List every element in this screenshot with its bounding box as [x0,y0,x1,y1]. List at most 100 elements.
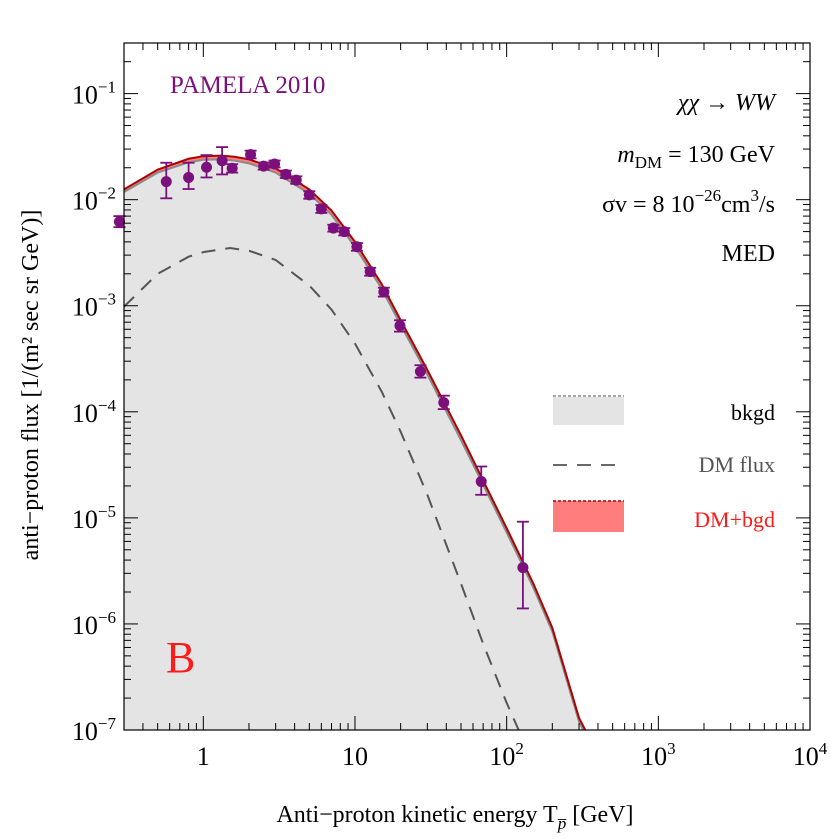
y-tick-label: 10−6 [72,608,116,640]
legend-label-dm-bgd: DM+bgd [694,507,775,532]
y-tick-label-exponent: −7 [98,714,117,733]
data-point-0 [113,215,126,229]
data-marker [290,174,302,186]
y-tick-label-base: 10 [72,505,98,534]
data-point-6 [244,149,257,161]
data-point-22 [516,520,529,610]
x-tick-label-exponent: 3 [667,739,676,758]
data-point-17 [377,286,390,298]
y-tick-label-exponent: −4 [98,396,117,415]
data-marker [280,168,292,180]
data-marker [327,222,339,234]
y-tick-label-base: 10 [72,399,98,428]
xsec-unit: cm [721,192,751,218]
data-marker [475,476,487,488]
y-tick-label-exponent: −6 [98,608,116,627]
line-dm-flux [124,247,520,730]
data-marker [438,397,450,409]
data-marker [303,189,315,201]
data-marker [269,158,281,170]
data-marker [414,365,426,377]
data-point-19 [414,364,427,379]
data-point-15 [350,241,363,253]
y-tick-label-exponent: −2 [98,184,116,203]
mass-value: = 130 GeV [662,142,776,168]
x-axis-title-sub: p̅ [557,814,567,833]
data-point-18 [393,319,406,333]
data-marker [517,562,529,574]
x-tick-label: 10 [342,742,368,771]
bands-layer [124,155,586,730]
data-marker [183,171,195,183]
data-marker [160,176,172,188]
data-point-21 [475,465,488,496]
data-point-13 [327,222,340,234]
x-tick-label-exponent: 2 [515,739,524,758]
y-tick-label: 10−1 [72,78,116,110]
data-point-14 [338,226,351,238]
y-tick-label-exponent: −3 [98,290,116,309]
legend: bkgd DM flux DM+bgd [553,395,775,532]
data-marker [364,266,376,278]
xsec-label: σv = 8 10 [602,192,694,218]
panel-label: B [166,633,195,682]
data-marker [338,226,350,238]
xsec-exponent: −26 [695,186,722,205]
y-tick-label: 10−3 [72,290,116,322]
xsec-tail: /s [759,192,775,218]
data-point-7 [257,160,270,172]
y-tick-label-exponent: −1 [98,78,116,97]
data-marker [315,203,327,215]
data-point-10 [290,174,303,186]
x-tick-label: 103 [641,739,676,771]
legend-label-dm-flux: DM flux [699,452,775,477]
data-point-5 [226,162,239,174]
legend-swatch-dm-bgd [553,501,624,532]
y-tick-label-base: 10 [72,717,98,746]
y-tick-label: 10−5 [72,502,116,534]
process-annotation: χχ → WW [676,90,777,116]
band-bkgd [124,159,584,730]
mass-annotation: mDM = 130 GeV [617,142,775,172]
data-point-1 [160,161,173,200]
x-axis-title-main: Anti−proton kinetic energy T [276,802,558,828]
x-tick-label-base: 10 [641,742,667,771]
data-marker [351,241,363,253]
y-tick-label-base: 10 [72,611,98,640]
data-marker [113,216,125,228]
x-tick-label-exponent: 4 [819,739,828,758]
data-label: PAMELA 2010 [170,72,325,99]
plot-frame [123,42,811,731]
y-tick-label-base: 10 [72,293,98,322]
data-point-12 [315,203,328,215]
x-tick-label: 104 [793,739,828,771]
y-tick-label: 10−2 [72,184,116,216]
x-axis-title: Anti−proton kinetic energy Tp̅ [GeV] [276,802,633,833]
data-marker [245,149,257,161]
x-axis-title-unit: [GeV] [566,802,633,828]
legend-label-bkgd: bkgd [731,400,775,425]
model-annotation: MED [722,241,775,267]
data-point-16 [364,266,377,278]
x-tick-label: 1 [197,742,210,771]
data-point-11 [303,189,316,201]
data-marker [378,286,390,298]
mass-symbol: m [617,142,634,168]
data-point-20 [437,394,450,411]
y-tick-label-base: 10 [72,187,98,216]
data-marker [226,162,238,174]
data-point-8 [268,158,281,170]
data-point-9 [279,168,292,180]
x-tick-label-base: 10 [793,742,819,771]
y-tick-label: 10−4 [72,396,117,428]
legend-swatch-bkgd [553,397,624,425]
data-marker [216,155,228,167]
mass-subscript: DM [635,153,662,172]
data-marker [258,160,270,172]
data-points-layer [113,146,529,610]
y-axis-title: anti−proton flux [1/(m² sec sr GeV)] [18,210,44,561]
data-point-4 [216,146,229,176]
data-point-2 [182,161,195,190]
y-tick-label-exponent: −5 [98,502,116,521]
